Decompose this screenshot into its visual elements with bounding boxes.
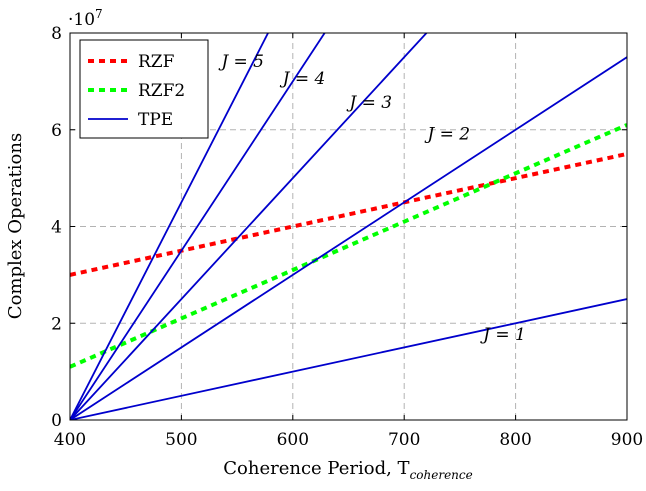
x-tick-label: 400 xyxy=(54,430,86,450)
x-tick-label: 900 xyxy=(611,430,643,450)
legend: RZF RZF2 TPE xyxy=(79,39,209,139)
series-line-tpe xyxy=(70,33,428,420)
series-line-tpe xyxy=(70,33,270,420)
y-tick-label: 2 xyxy=(51,314,62,334)
y-multiplier: ·107 xyxy=(68,7,103,30)
line-label: J = 2 xyxy=(424,124,470,144)
series-line-tpe xyxy=(70,298,627,420)
ticks: 400 500 600 700 800 900 0 2 4 6 8 xyxy=(51,24,643,450)
x-tick-label: 800 xyxy=(499,430,531,450)
y-tick-label: 6 xyxy=(51,121,62,141)
series-line-rzf2 xyxy=(70,123,627,369)
line-label: J = 5 xyxy=(218,52,264,72)
x-tick-label: 700 xyxy=(388,430,420,450)
x-tick-label: 600 xyxy=(277,430,309,450)
series-line-tpe xyxy=(70,56,627,420)
y-axis-label: Complex Operations xyxy=(5,133,26,319)
line-labels: J = 1 J = 2 J = 3 J = 4 J = 5 xyxy=(218,52,525,345)
legend-label: RZF xyxy=(138,52,175,72)
line-label: J = 4 xyxy=(280,69,326,89)
x-tick-label: 500 xyxy=(165,430,197,450)
series-line-rzf xyxy=(70,151,627,277)
y-tick-label: 0 xyxy=(51,411,62,431)
series-layer xyxy=(70,33,627,420)
x-axis-label: Coherence Period, Tcoherence xyxy=(223,458,472,482)
y-tick-label: 4 xyxy=(51,218,62,238)
line-label: J = 3 xyxy=(346,93,392,113)
series-line-tpe xyxy=(70,33,326,420)
legend-label: RZF2 xyxy=(138,81,185,101)
line-label: J = 1 xyxy=(480,325,526,345)
legend-label: TPE xyxy=(138,110,173,130)
y-tick-label: 8 xyxy=(51,24,62,44)
